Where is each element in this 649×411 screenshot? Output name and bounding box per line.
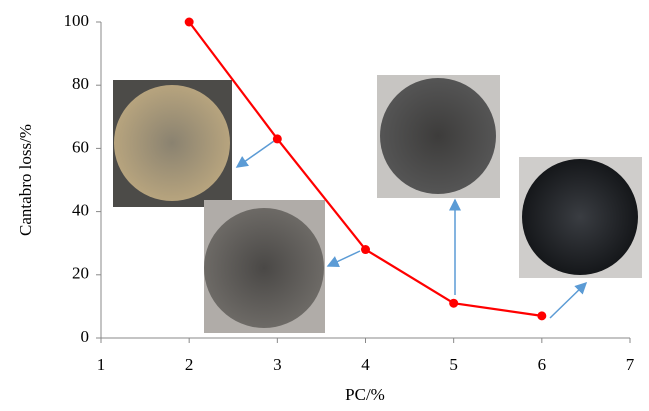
marker xyxy=(361,245,370,254)
x-tick-label: 2 xyxy=(185,355,194,374)
x-axis-label: PC/% xyxy=(345,385,385,404)
y-tick-label: 80 xyxy=(72,74,89,93)
y-tick-label: 0 xyxy=(81,327,90,346)
x-tick-label: 6 xyxy=(538,355,547,374)
y-axis-label: Cantabro loss/% xyxy=(16,124,35,236)
x-tick-label: 3 xyxy=(273,355,282,374)
photos xyxy=(113,75,642,333)
y-tick-label: 40 xyxy=(72,201,89,220)
x-tick-label: 5 xyxy=(449,355,458,374)
x-tick-label: 4 xyxy=(361,355,370,374)
y-tick-label: 60 xyxy=(72,137,89,156)
x-tick-label: 7 xyxy=(626,355,635,374)
marker xyxy=(449,299,458,308)
chart: PC/% Cantabro loss/% 0 20 40 60 80 100 1 2 3 4 5 6 7 xyxy=(0,0,649,411)
x-tick-label: 1 xyxy=(97,355,106,374)
marker xyxy=(537,311,546,320)
y-tick-label: 20 xyxy=(72,264,89,283)
marker xyxy=(185,18,194,27)
y-tick-label: 100 xyxy=(64,11,90,30)
marker xyxy=(273,134,282,143)
